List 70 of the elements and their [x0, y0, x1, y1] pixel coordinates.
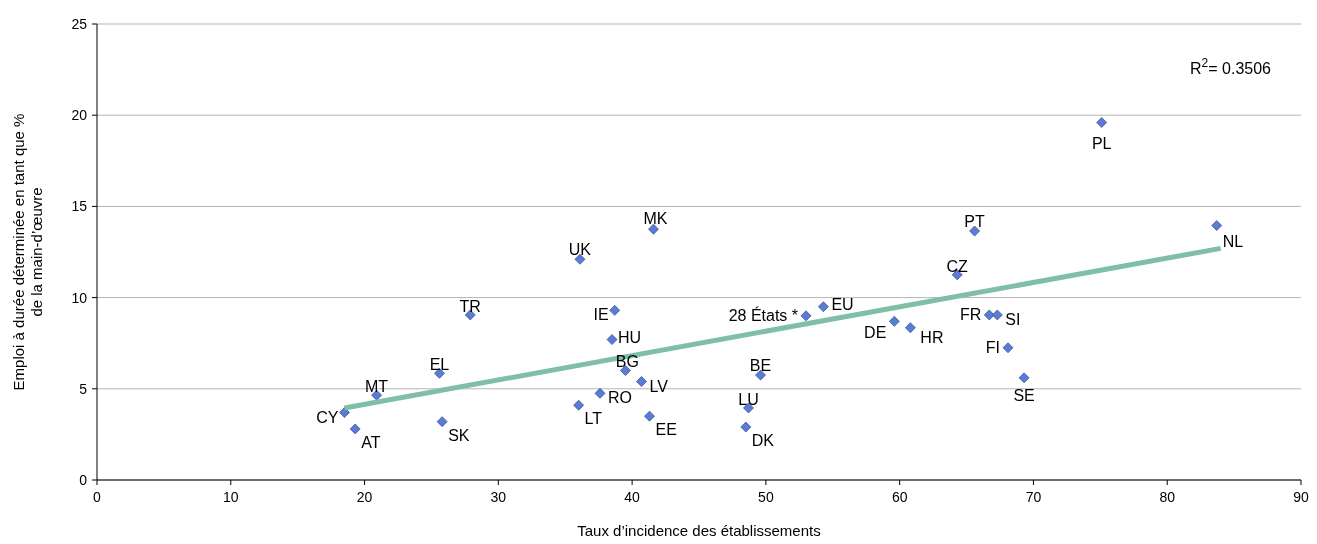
point	[1002, 342, 1014, 354]
x-tick-label: 10	[222, 489, 239, 505]
annotation: NL	[1222, 232, 1244, 250]
annotation: LU	[738, 390, 759, 408]
point	[644, 410, 655, 422]
annotation: SE	[1013, 386, 1035, 404]
point	[573, 399, 584, 411]
annotation: IE	[593, 306, 609, 324]
x-tick-label: 70	[1025, 489, 1042, 505]
x-tick-label: 30	[490, 489, 507, 505]
y-tick-label: 10	[71, 289, 88, 306]
annotation: SI	[1005, 310, 1021, 328]
point	[888, 315, 900, 327]
x-tick-label: 0	[93, 489, 102, 505]
annotation: DK	[751, 432, 775, 450]
point	[991, 309, 1003, 321]
annotation: PT	[964, 213, 986, 231]
point	[905, 322, 916, 334]
annotation: FI	[985, 338, 1001, 356]
annotation: BG	[615, 352, 639, 370]
annotation: MT	[365, 378, 389, 396]
annotation: LT	[584, 410, 603, 428]
annotation: BE	[749, 357, 772, 375]
x-tick-label: 80	[1159, 489, 1176, 505]
point	[983, 309, 995, 321]
annotation: HR	[920, 328, 944, 346]
annotation: LV	[649, 377, 669, 395]
annotation: UK	[568, 241, 592, 259]
point	[609, 305, 621, 316]
y-tick-label: 15	[71, 198, 88, 215]
annotation: MK	[643, 210, 668, 228]
annotation: R$^{2}$= 0.3506	[1190, 56, 1272, 77]
point	[1018, 372, 1030, 384]
y-tick-label: 5	[79, 380, 88, 397]
annotation: FR	[959, 305, 982, 323]
annotation: PL	[1091, 135, 1112, 153]
point	[818, 301, 829, 313]
annotation: EU	[831, 295, 854, 313]
point	[1096, 117, 1108, 128]
y-tick-label: 20	[71, 107, 88, 124]
point	[606, 334, 618, 345]
y-tick-label: 0	[79, 472, 88, 488]
point	[636, 376, 647, 387]
annotation: HU	[618, 328, 642, 346]
annotation: RO	[608, 389, 632, 407]
annotation: CY	[316, 408, 339, 426]
x-tick-label: 50	[758, 489, 774, 505]
annotation: EE	[655, 421, 677, 439]
annotation: SK	[448, 426, 470, 444]
x-tick-label: 90	[1293, 489, 1309, 505]
annotation: AT	[361, 433, 381, 451]
x-tick-label: 40	[624, 489, 641, 505]
annotation: DE	[864, 324, 887, 342]
y-tick-label: 25	[71, 16, 88, 32]
point	[648, 223, 659, 235]
point	[800, 310, 812, 322]
annotation: 28 États *	[728, 305, 799, 324]
point	[436, 416, 448, 427]
annotation: EL	[429, 356, 450, 374]
annotation: TR	[459, 297, 481, 315]
y-axis-title: Emploi à durée déterminée en tant que % de la main-d’œuvre	[10, 113, 45, 391]
point	[1211, 220, 1223, 231]
point	[349, 423, 361, 435]
point	[740, 421, 752, 433]
x-tick-label: 20	[356, 489, 373, 505]
point	[339, 407, 350, 418]
x-tick-label: 60	[891, 489, 908, 505]
x-axis-title: Taux d’incidence des établissements	[577, 522, 821, 539]
annotation: CZ	[946, 257, 969, 275]
point	[594, 388, 606, 399]
